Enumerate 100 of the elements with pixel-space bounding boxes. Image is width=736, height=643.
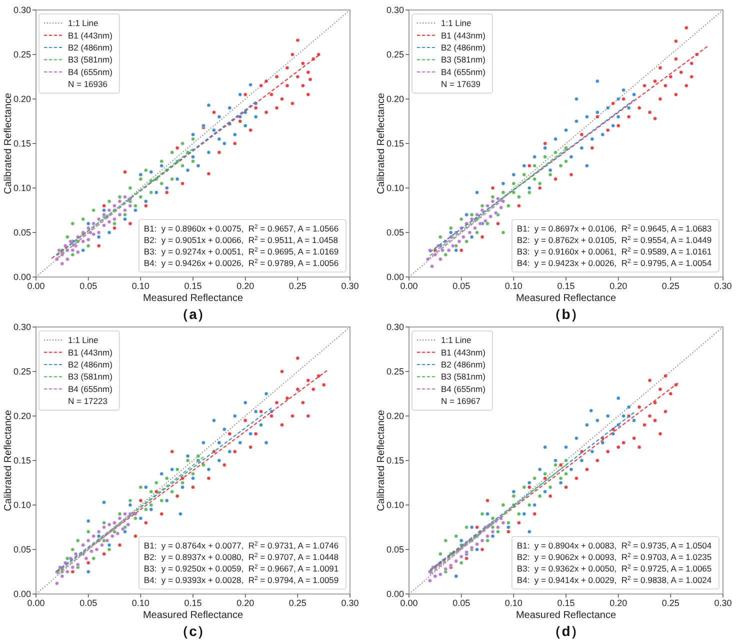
legend-label: B4 (655nm)	[441, 384, 486, 394]
y-tick-label: 0.25	[13, 50, 31, 60]
legend-label: B2 (486nm)	[68, 42, 113, 52]
x-tick-label: 0.20	[610, 598, 628, 608]
annotation: N = 16936	[68, 79, 108, 90]
annotation: B3: y = 0.9250x + 0.0059, R$^{2}$ = 0.9667, A = 1.0091	[144, 564, 339, 574]
y-tick-label: 0.10	[13, 500, 31, 510]
x-tick-label: 0.15	[184, 598, 202, 608]
annotation: B4: y = 0.9423x + 0.0026, R$^{2}$ = 0.9795, A = 1.0054	[516, 258, 712, 268]
legend-label: B4 (655nm)	[68, 66, 113, 77]
y-tick-label: 0.10	[386, 183, 404, 194]
x-axis-title: Measured Reflectance	[516, 293, 616, 304]
text: （a）	[175, 306, 211, 322]
legend-label: B4 (655nm)	[441, 66, 486, 77]
x-axis-title: Measured Reflectance	[142, 293, 244, 304]
annotation: B1: y = 0.8960x + 0.0075, R$^{2}$ = 0.9657, A = 1.0566	[144, 223, 339, 234]
y-tick-label: 0.25	[386, 50, 404, 60]
y-tick-label: 0.00	[13, 272, 31, 282]
legend-label: B3 (581nm)	[68, 372, 113, 382]
legend-label: B1 (443nm)	[68, 347, 113, 358]
y-tick-label: 0.20	[386, 94, 404, 104]
legend-label: B4 (655nm)	[68, 384, 113, 394]
x-tick-label: 0.25	[662, 598, 680, 608]
y-tick-label: 0.25	[386, 366, 404, 377]
legend-label: B1 (443nm)	[441, 30, 486, 40]
y-tick-label: 0.05	[386, 228, 404, 238]
y-tick-label: 0.05	[13, 544, 31, 555]
y-tick-label: 0.00	[13, 589, 31, 600]
y-tick-label: 0.20	[13, 94, 31, 104]
legend-label: 1:1 Line	[68, 335, 99, 346]
x-tick-label: 0.25	[662, 281, 680, 291]
y-tick-label: 0.00	[386, 272, 404, 282]
y-tick-label: 0.20	[386, 411, 404, 422]
x-tick-label: 0.20	[236, 281, 254, 291]
annotation: B2: y = 0.9051x + 0.0066, R$^{2}$ = 0.9511, A = 1.0458	[144, 234, 338, 245]
legend-label: B3 (581nm)	[441, 54, 486, 65]
x-tick-label: 0.10	[504, 598, 522, 608]
y-tick-label: 0.20	[13, 411, 31, 422]
x-tick-label: 0.30	[714, 598, 732, 608]
annotation: B1: y = 0.8764x + 0.0077, R$^{2}$ = 0.9731, A = 1.0746	[144, 540, 339, 550]
x-tick-label: 0.05	[452, 281, 470, 291]
y-axis-title: Calibrated Reflectance	[3, 92, 14, 194]
annotation: N = 17639	[441, 79, 481, 90]
legend-label: B2 (486nm)	[68, 359, 113, 370]
x-axis-title: Measured Reflectance	[142, 610, 244, 621]
y-tick-label: 0.30	[386, 322, 404, 332]
legend-label: B3 (581nm)	[441, 372, 486, 382]
y-axis-title: Calibrated Reflectance	[376, 92, 387, 194]
legend-label: 1:1 Line	[441, 335, 472, 346]
x-tick-label: 0.10	[132, 281, 150, 291]
legend-label: B2 (486nm)	[441, 42, 486, 52]
legend-label: B3 (581nm)	[68, 54, 113, 65]
y-tick-label: 0.30	[13, 5, 31, 16]
y-axis-title: Calibrated Reflectance	[3, 409, 14, 512]
y-tick-label: 0.05	[386, 544, 404, 555]
y-tick-label: 0.30	[386, 5, 404, 16]
x-tick-label: 0.15	[557, 281, 575, 291]
annotation: B3: y = 0.9362x + 0.0050, R$^{2}$ = 0.9725, A = 1.0065	[516, 564, 712, 574]
x-tick-label: 0.10	[504, 281, 522, 291]
text: （d）	[548, 623, 584, 639]
x-tick-label: 0.20	[236, 598, 254, 608]
annotation: B1: y = 0.8904x + 0.0083, R$^{2}$ = 0.9735, A = 1.0504	[516, 540, 712, 550]
annotation: B2: y = 0.9062x + 0.0093, R$^{2}$ = 0.9703, A = 1.0235	[516, 552, 712, 562]
y-tick-label: 0.10	[386, 500, 404, 510]
y-tick-label: 0.05	[13, 228, 31, 238]
x-tick-label: 0.30	[714, 281, 732, 291]
x-tick-label: 0.25	[288, 598, 306, 608]
y-axis-title: Calibrated Reflectance	[376, 409, 387, 512]
x-tick-label: 0.15	[184, 281, 202, 291]
annotation: B4: y = 0.9414x + 0.0029, R$^{2}$ = 0.9838, A = 1.0024	[516, 575, 712, 586]
annotation: B2: y = 0.8762x + 0.0105, R$^{2}$ = 0.9554, A = 1.0449	[516, 234, 712, 245]
text: （c）	[175, 623, 211, 639]
x-tick-label: 0.00	[27, 281, 45, 291]
x-tick-label: 0.30	[341, 281, 359, 291]
y-tick-label: 0.15	[13, 138, 31, 149]
x-tick-label: 0.00	[400, 281, 418, 291]
annotation: B1: y = 0.8697x + 0.0106, R$^{2}$ = 0.9645, A = 1.0683	[516, 223, 712, 234]
legend-label: 1:1 Line	[441, 18, 472, 28]
y-tick-label: 0.25	[13, 366, 31, 377]
annotation: B2: y = 0.8937x + 0.0080, R$^{2}$ = 0.9707, A = 1.0448	[144, 552, 339, 562]
y-tick-label: 0.15	[13, 456, 31, 466]
x-tick-label: 0.30	[341, 598, 359, 608]
y-tick-label: 0.00	[386, 589, 404, 600]
x-tick-label: 0.00	[400, 598, 418, 608]
legend-label: B1 (443nm)	[68, 30, 113, 40]
annotation: N = 17223	[68, 396, 108, 406]
text: （b）	[548, 306, 584, 322]
annotation: B4: y = 0.9393x + 0.0028, R$^{2}$ = 0.9794, A = 1.0059	[144, 575, 339, 586]
x-tick-label: 0.10	[132, 598, 150, 608]
y-tick-label: 0.30	[13, 322, 31, 332]
x-tick-label: 0.15	[557, 598, 575, 608]
legend-label: B2 (486nm)	[441, 359, 486, 370]
annotation: B3: y = 0.9160x + 0.0061, R$^{2}$ = 0.9589, A = 1.0161	[516, 246, 712, 257]
y-tick-label: 0.15	[386, 456, 404, 466]
x-axis-title: Measured Reflectance	[516, 610, 616, 621]
y-tick-label: 0.15	[386, 138, 404, 149]
legend-label: B1 (443nm)	[441, 347, 486, 358]
x-tick-label: 0.05	[80, 281, 98, 291]
annotation: B3: y = 0.9274x + 0.0051, R$^{2}$ = 0.9695, A = 1.0169	[144, 246, 339, 257]
annotation: N = 16967	[441, 396, 481, 406]
